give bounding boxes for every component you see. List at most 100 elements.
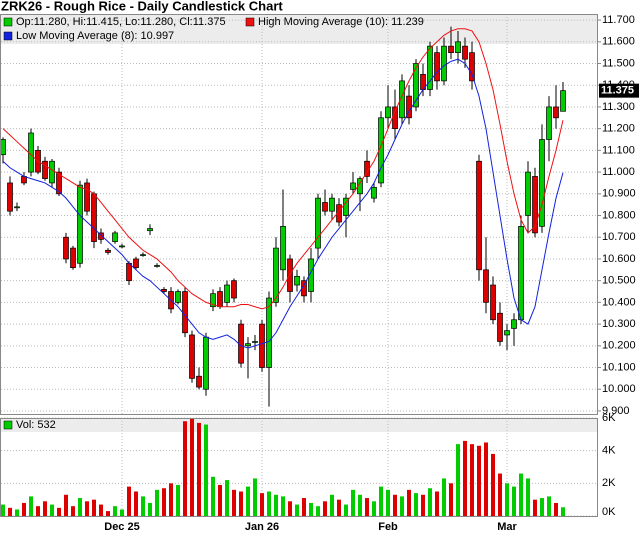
y-tick-label: 10.500 — [602, 275, 636, 287]
volume-bar — [491, 453, 495, 516]
candle-body — [336, 204, 342, 223]
candle-body — [343, 197, 349, 216]
legend-swatch — [245, 17, 255, 27]
candle-body — [399, 80, 405, 119]
volume-bar — [64, 494, 68, 516]
volume-bar — [162, 488, 166, 516]
candle-body — [553, 106, 559, 119]
volume-bar — [260, 493, 264, 516]
volume-bar — [309, 502, 313, 516]
volume-bar — [337, 499, 341, 516]
candle-body — [84, 182, 90, 212]
volume-bar — [43, 501, 47, 516]
moving-average-line — [2, 28, 564, 310]
legend-swatch — [3, 17, 13, 27]
volume-bar — [442, 478, 446, 516]
candle-body — [98, 232, 104, 240]
x-tick-label: Feb — [378, 521, 398, 533]
volume-bar — [421, 494, 425, 516]
candle-body — [560, 90, 566, 112]
volume-bar — [358, 494, 362, 516]
volume-bar — [204, 424, 208, 516]
volume-bar — [554, 502, 558, 516]
x-tick-label: Dec 25 — [104, 521, 139, 533]
candle-body — [539, 139, 545, 227]
candle-body — [441, 45, 447, 82]
y-tick-label: 0K — [602, 506, 616, 518]
candle-body — [455, 41, 461, 54]
y-tick-label: 10.400 — [602, 296, 636, 308]
candle-body — [350, 182, 356, 190]
volume-bar — [92, 499, 96, 516]
volume-bar — [239, 491, 243, 516]
volume-bar — [295, 504, 299, 516]
y-tick-label: 10.900 — [602, 188, 636, 200]
last-price-box — [599, 83, 639, 98]
volume-bar — [50, 504, 54, 516]
volume-bar — [99, 504, 103, 516]
volume-bar — [232, 489, 236, 516]
legend-label: Low Moving Average (8): 10.997 — [16, 30, 174, 42]
volume-bar — [253, 478, 257, 516]
candle-body — [154, 265, 160, 267]
y-tick-label: 10.200 — [602, 340, 636, 352]
y-tick-label: 10.700 — [602, 231, 636, 243]
candle-body — [210, 293, 216, 308]
y-tick-label: 11.200 — [602, 123, 635, 135]
candle-body — [189, 334, 195, 379]
legend-label: Vol: 532 — [16, 419, 56, 431]
volume-bar — [351, 489, 355, 516]
y-tick-label: 11.000 — [602, 166, 635, 178]
candle-body — [511, 319, 517, 329]
candle-body — [147, 228, 153, 232]
legend-bar — [0, 14, 598, 44]
volume-bar — [113, 506, 117, 516]
candle-body — [525, 171, 531, 216]
x-tick-label: Mar — [497, 521, 517, 533]
candle-body — [133, 258, 139, 268]
candle-body — [294, 275, 300, 286]
volume-bar — [85, 501, 89, 516]
y-tick-label: 11.300 — [602, 101, 635, 113]
volume-legend-bar — [0, 418, 598, 432]
candle-body — [7, 182, 13, 212]
candle-body — [70, 247, 76, 268]
volume-bar — [330, 494, 334, 516]
price-frame — [0, 14, 598, 415]
legend-label: High Moving Average (10): 11.239 — [258, 16, 424, 28]
volume-bar — [519, 473, 523, 516]
volume-bar — [183, 421, 187, 516]
volume-bar — [547, 496, 551, 516]
volume-frame — [0, 418, 598, 517]
volume-bar — [127, 486, 131, 516]
volume-bar — [176, 484, 180, 516]
volume-bar — [484, 442, 488, 516]
candle-body — [371, 186, 377, 199]
candle-body — [469, 52, 475, 82]
volume-bar — [8, 507, 12, 516]
candle-body — [322, 202, 328, 212]
candle-body — [140, 254, 146, 256]
candle-body — [287, 258, 293, 292]
candle-body — [91, 193, 97, 242]
candle-body — [434, 52, 440, 82]
volume-bar — [540, 498, 544, 516]
candle-body — [448, 45, 454, 54]
volume-bar — [29, 496, 33, 516]
candle-body — [315, 197, 321, 249]
volume-bar — [22, 502, 26, 516]
candle-body — [427, 45, 433, 90]
candle-body — [175, 291, 181, 303]
candle-body — [476, 160, 482, 271]
y-tick-label: 11.700 — [602, 14, 635, 26]
volume-bar — [470, 444, 474, 516]
candle-body — [56, 171, 62, 195]
candle-body — [182, 291, 188, 334]
volume-bar — [449, 483, 453, 516]
y-tick-label: 10.600 — [602, 253, 636, 265]
y-tick-label: 10.100 — [602, 361, 636, 373]
candle-body — [259, 323, 265, 368]
volume-bar — [344, 504, 348, 516]
volume-bar — [533, 499, 537, 516]
